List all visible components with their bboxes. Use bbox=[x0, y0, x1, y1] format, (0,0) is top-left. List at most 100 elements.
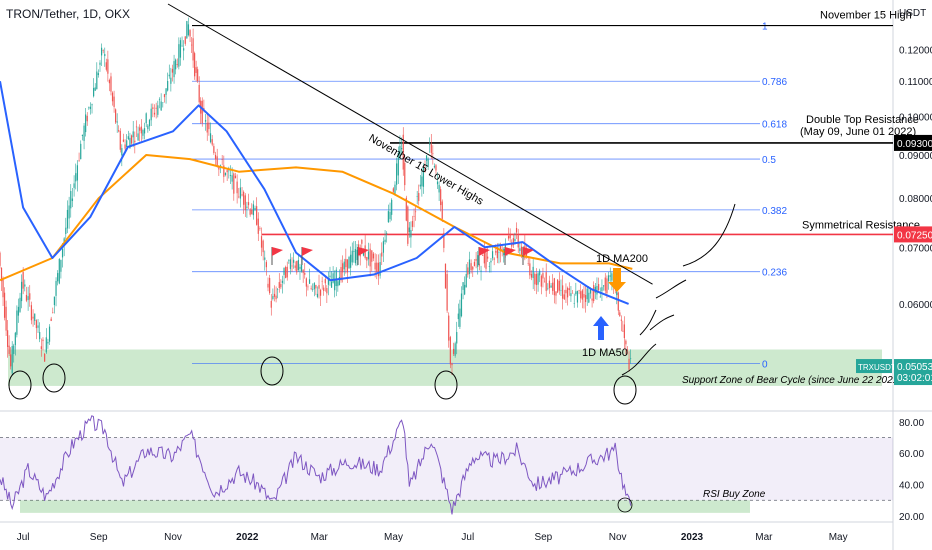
price-tag-value: 0.09300 bbox=[897, 139, 932, 150]
price-tag bbox=[894, 134, 932, 151]
price-axis-tick: 0.10000 bbox=[899, 112, 932, 123]
candle-body bbox=[329, 275, 331, 278]
candle-body bbox=[628, 358, 630, 370]
candle-body bbox=[273, 293, 276, 297]
candle-body bbox=[404, 162, 406, 186]
candle-body bbox=[162, 102, 164, 103]
candle-body bbox=[8, 345, 10, 354]
candle-body bbox=[548, 280, 551, 289]
candle-body bbox=[496, 247, 498, 259]
projection-arrow bbox=[682, 203, 736, 267]
candle-body bbox=[80, 143, 82, 160]
candle-body bbox=[601, 287, 603, 292]
candle-body bbox=[93, 87, 95, 97]
candle-body bbox=[288, 260, 290, 261]
candle-body bbox=[247, 202, 250, 206]
candle-body bbox=[187, 24, 190, 36]
symmetrical-resistance-label: Symmetrical Resistance bbox=[802, 219, 920, 231]
candle-body bbox=[20, 281, 23, 302]
candle-body bbox=[443, 232, 445, 248]
rsi-circle bbox=[617, 497, 633, 513]
candle-body bbox=[376, 262, 378, 272]
time-axis-tick: Sep bbox=[90, 532, 108, 543]
candle-body bbox=[418, 193, 420, 201]
candle-body bbox=[252, 204, 255, 216]
candle-body bbox=[343, 261, 345, 270]
candle-body bbox=[324, 279, 326, 284]
time-axis-tick: 2023 bbox=[681, 532, 704, 543]
candle-body bbox=[104, 54, 106, 57]
rsi-line bbox=[0, 415, 632, 515]
candle-body bbox=[607, 275, 610, 282]
candle-body bbox=[402, 134, 404, 170]
candle-body bbox=[517, 235, 519, 248]
candle-body bbox=[304, 272, 306, 275]
red-flag-icon bbox=[302, 247, 313, 256]
candle-body bbox=[335, 269, 337, 286]
candle-body bbox=[617, 292, 619, 311]
candle-body bbox=[591, 298, 593, 301]
candle-body bbox=[246, 206, 248, 208]
candle-body bbox=[557, 279, 559, 293]
candle-body bbox=[91, 104, 93, 106]
candle-body bbox=[472, 266, 474, 270]
candle-body bbox=[318, 285, 320, 289]
candle-body bbox=[226, 170, 228, 173]
candle-body bbox=[40, 346, 42, 350]
candle-body bbox=[260, 236, 263, 248]
candle-body bbox=[555, 291, 557, 296]
time-axis-tick: Nov bbox=[609, 532, 627, 543]
candle-body bbox=[113, 96, 115, 107]
time-axis-tick: Mar bbox=[755, 532, 773, 543]
candle-body bbox=[580, 291, 582, 299]
candle-body bbox=[184, 36, 186, 44]
candle-body bbox=[233, 173, 235, 194]
candle-body bbox=[251, 209, 253, 215]
candle-body bbox=[140, 126, 142, 134]
rsi-axis-tick: 20.00 bbox=[899, 512, 924, 523]
candle-body bbox=[57, 273, 59, 282]
candle-body bbox=[130, 135, 133, 144]
rsi-buy-zone bbox=[20, 500, 750, 513]
candle-body bbox=[419, 184, 421, 187]
candle-body bbox=[308, 279, 311, 284]
candle-body bbox=[321, 280, 323, 282]
candle-body bbox=[216, 156, 218, 166]
candle-body bbox=[584, 295, 587, 303]
candle-body bbox=[397, 152, 399, 176]
candle-body bbox=[148, 119, 151, 127]
candle-body bbox=[42, 339, 44, 342]
candle-body bbox=[429, 144, 431, 145]
time-axis-tick: Mar bbox=[311, 532, 329, 543]
candle-body bbox=[65, 227, 67, 234]
candle-body bbox=[0, 267, 3, 282]
candle-body bbox=[435, 165, 437, 171]
candle-body bbox=[122, 139, 125, 142]
candle-body bbox=[70, 191, 72, 209]
candle-body bbox=[527, 263, 529, 264]
candle-body bbox=[176, 64, 178, 66]
candle-body bbox=[231, 175, 233, 182]
candle-body bbox=[236, 181, 238, 194]
candle-body bbox=[389, 211, 391, 220]
candle-body bbox=[386, 233, 388, 234]
projection-arrow bbox=[621, 343, 657, 376]
candle-body bbox=[495, 251, 497, 253]
candle-body bbox=[588, 292, 590, 303]
candle-body bbox=[66, 209, 69, 229]
last-price-symbol-box bbox=[856, 359, 892, 374]
candle-body bbox=[626, 349, 629, 351]
candle-body bbox=[167, 81, 169, 91]
candle-body bbox=[168, 74, 170, 77]
candle-body bbox=[302, 269, 304, 274]
candle-body bbox=[539, 270, 541, 276]
candle-body bbox=[573, 303, 575, 304]
candle-body bbox=[178, 44, 180, 67]
candle-body bbox=[394, 184, 396, 195]
candle-body bbox=[537, 273, 539, 285]
candle-body bbox=[3, 292, 6, 318]
candle-body bbox=[307, 286, 309, 288]
support-zone bbox=[8, 349, 882, 386]
candle-body bbox=[581, 290, 583, 300]
candle-body bbox=[436, 181, 439, 185]
